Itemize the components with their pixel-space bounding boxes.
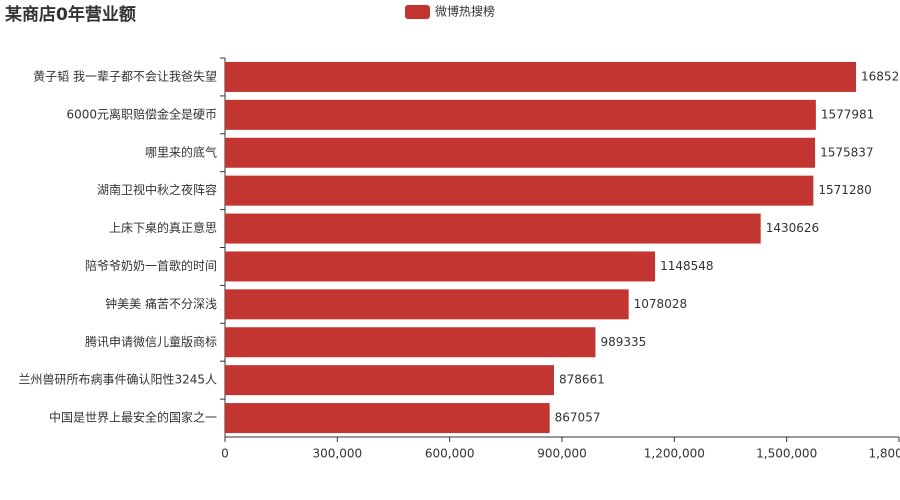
x-tick-label: 600,000: [425, 447, 475, 461]
bar: [225, 289, 629, 320]
value-label: 1577981: [821, 107, 874, 121]
bar: [225, 403, 550, 434]
value-label: 1148548: [660, 259, 713, 273]
bar: [225, 61, 857, 92]
y-tick-label: 6000元离职赔偿金全是硬币: [66, 106, 217, 121]
y-tick-label: 中国是世界上最安全的国家之一: [49, 410, 217, 425]
value-label: 867057: [555, 411, 601, 425]
x-tick-label: 0: [221, 447, 229, 461]
bar: [225, 251, 656, 282]
legend-label: 微博热搜榜: [435, 4, 495, 19]
y-tick-label: 湖南卫视中秋之夜阵容: [97, 182, 217, 197]
value-label: 1571280: [818, 183, 871, 197]
bar: [225, 99, 816, 130]
bar: [225, 327, 596, 358]
value-label: 1430626: [766, 221, 819, 235]
value-label: 1575837: [820, 145, 873, 159]
value-label: 989335: [600, 335, 646, 349]
x-tick-label: 1,500,000: [756, 447, 817, 461]
y-tick-label: 兰州兽研所布病事件确认阳性3245人: [18, 372, 217, 387]
y-tick-label: 哪里来的底气: [145, 144, 217, 159]
legend-swatch: [405, 5, 430, 19]
bar: [225, 175, 814, 206]
x-tick-label: 1,800,000: [868, 447, 900, 461]
y-tick-label: 腾讯申请微信儿童版商标: [85, 334, 217, 349]
value-label: 1685250: [861, 69, 900, 83]
x-tick-label: 900,000: [537, 447, 587, 461]
y-tick-label: 钟美美 痛苦不分深浅: [105, 296, 217, 311]
bar: [225, 137, 816, 168]
y-tick-label: 黄子韬 我一辈子都不会让我爸失望: [33, 68, 217, 83]
chart-title: 某商店0年营业额: [5, 4, 136, 25]
y-tick-label: 陪爷爷奶奶一首歌的时间: [85, 258, 217, 273]
bar: [225, 213, 761, 244]
y-tick-label: 上床下桌的真正意思: [109, 220, 217, 235]
x-tick-label: 1,200,000: [644, 447, 705, 461]
x-tick-label: 300,000: [313, 447, 363, 461]
value-label: 878661: [559, 373, 605, 387]
value-label: 1078028: [634, 297, 687, 311]
bar: [225, 365, 555, 396]
